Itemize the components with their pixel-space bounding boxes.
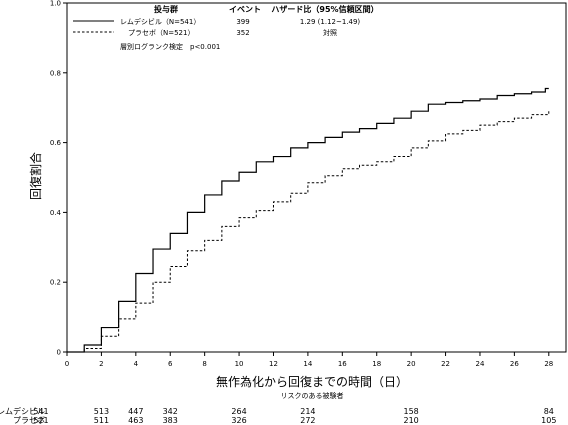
risk-value: 447 [128, 407, 143, 416]
x-tick-label: 18 [372, 360, 381, 368]
legend-header-events: イベント [229, 5, 261, 14]
axis-labels: 無作為化から回復までの時間（日） 回復割合 [28, 152, 408, 389]
y-tick-label: 0 [57, 349, 61, 357]
x-tick-label: 16 [338, 360, 347, 368]
risk-value: 158 [403, 407, 418, 416]
risk-row-label: レムデシビル [0, 406, 45, 416]
y-tick-label: 1.0 [50, 0, 61, 8]
legend-test-note: 層別ログランク検定 p<0.001 [120, 42, 220, 51]
y-tick-label: 0.2 [50, 279, 61, 287]
x-tick-label: 4 [134, 360, 139, 368]
plot-frame [66, 2, 567, 353]
y-tick-label: 0.8 [50, 69, 61, 77]
legend-header-group: 投与群 [154, 4, 178, 14]
x-axis-label: 無作為化から回復までの時間（日） [216, 374, 408, 389]
axes: 00.20.40.60.81.00 2 4 6 8 10 12 14 16 18 20 22 24 26 2… [50, 0, 567, 368]
x-tick-label: 14 [303, 360, 312, 368]
x-tick-label: 10 [235, 360, 244, 368]
risk-value: 541 [33, 407, 48, 416]
remdesivir-curve [67, 87, 549, 353]
y-tick-label: 0.6 [50, 139, 62, 147]
risk-value: 326 [231, 416, 246, 425]
x-tick-label: 22 [441, 360, 450, 368]
risk-value: 513 [94, 407, 109, 416]
risk-value: 105 [541, 416, 556, 425]
legend-series-label: レムデシビル（N=541） [120, 17, 200, 26]
risk-value: 272 [300, 416, 315, 425]
x-tick-label: 20 [407, 360, 416, 368]
legend-header-hr: ハザード比（95%信頼区間） [271, 4, 378, 14]
legend: 投与群 イベント ハザード比（95%信頼区間） レムデシビル（N=541） 399 1.2… [73, 4, 379, 51]
placebo-curve [67, 109, 550, 353]
risk-value: 342 [163, 407, 178, 416]
x-tick-label: 2 [99, 360, 103, 368]
risk-value: 521 [33, 416, 48, 425]
curves [67, 87, 550, 353]
x-tick-label: 12 [269, 360, 278, 368]
risk-value: 264 [231, 407, 246, 416]
legend-hr-value: 1.29 (1.12~1.49) [300, 18, 361, 26]
legend-hr-value: 対照 [323, 28, 337, 37]
x-tick-label: 28 [544, 360, 553, 368]
x-tick-label: 6 [168, 360, 173, 368]
risk-value: 210 [403, 416, 418, 425]
legend-events-value: 352 [236, 29, 249, 37]
legend-series-label: プラセボ（N=521） [128, 29, 194, 37]
risk-row-label: プラセボ [13, 416, 45, 425]
risk-value: 463 [128, 416, 143, 425]
risk-value: 383 [163, 416, 178, 425]
risk-value: 214 [300, 407, 315, 416]
y-axis-label: 回復割合 [28, 152, 43, 200]
risk-value: 84 [544, 407, 554, 416]
risk-table-title: リスクのある被験者 [281, 391, 344, 400]
risk-value: 511 [94, 416, 109, 425]
x-tick-label: 26 [510, 360, 519, 368]
x-tick-label: 24 [476, 360, 485, 368]
legend-events-value: 399 [236, 18, 249, 26]
x-tick-label: 8 [202, 360, 206, 368]
x-tick-label: 0 [65, 360, 69, 368]
y-tick-label: 0.4 [50, 209, 62, 217]
